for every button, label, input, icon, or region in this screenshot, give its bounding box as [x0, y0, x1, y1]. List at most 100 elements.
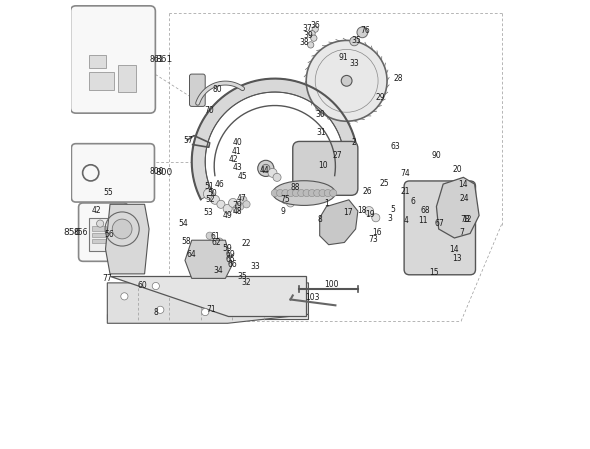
Text: 2: 2: [352, 138, 356, 147]
Text: 66: 66: [227, 260, 237, 269]
Text: 29: 29: [375, 93, 385, 102]
Text: 37: 37: [302, 24, 312, 33]
Polygon shape: [106, 204, 149, 274]
Text: 43: 43: [232, 163, 242, 172]
Text: 18: 18: [358, 206, 367, 215]
Circle shape: [221, 244, 228, 251]
Text: 73: 73: [368, 235, 378, 244]
Text: 20: 20: [453, 165, 462, 174]
Text: 44: 44: [260, 166, 270, 175]
Ellipse shape: [273, 181, 335, 206]
Text: 90: 90: [431, 151, 441, 160]
Circle shape: [357, 27, 368, 38]
Text: 58: 58: [182, 237, 191, 246]
Text: 88: 88: [291, 183, 300, 192]
Text: 861: 861: [149, 55, 164, 64]
Circle shape: [307, 42, 314, 48]
Circle shape: [217, 200, 225, 208]
Circle shape: [309, 189, 316, 197]
Text: 800: 800: [149, 167, 164, 176]
Text: 1: 1: [324, 199, 329, 208]
Circle shape: [112, 219, 132, 239]
Circle shape: [223, 204, 232, 213]
Circle shape: [262, 164, 270, 172]
Circle shape: [157, 306, 164, 313]
Text: 24: 24: [459, 194, 468, 203]
Text: 48: 48: [232, 207, 242, 216]
Text: 50: 50: [208, 189, 217, 198]
Text: 10: 10: [318, 161, 327, 170]
Text: 67: 67: [435, 219, 444, 228]
Circle shape: [432, 209, 463, 240]
Circle shape: [314, 189, 321, 197]
Text: 8: 8: [318, 215, 323, 224]
Circle shape: [293, 189, 300, 197]
Text: 54: 54: [179, 219, 189, 228]
FancyBboxPatch shape: [293, 141, 358, 195]
Circle shape: [306, 40, 387, 121]
Text: 78: 78: [460, 215, 470, 224]
Text: 40: 40: [233, 138, 243, 147]
Polygon shape: [185, 240, 232, 278]
FancyBboxPatch shape: [189, 74, 205, 106]
Circle shape: [243, 201, 250, 208]
Text: 25: 25: [380, 179, 389, 188]
Text: 59: 59: [223, 244, 232, 253]
Text: 61: 61: [210, 232, 220, 241]
Circle shape: [277, 189, 284, 197]
Bar: [89, 55, 106, 68]
Circle shape: [312, 26, 319, 32]
Text: 17: 17: [343, 208, 353, 217]
Circle shape: [442, 219, 453, 230]
Text: 3: 3: [388, 214, 392, 223]
Circle shape: [423, 200, 473, 249]
Circle shape: [298, 189, 305, 197]
Text: 13: 13: [452, 254, 461, 263]
Circle shape: [319, 189, 326, 197]
Text: 5: 5: [391, 205, 395, 214]
Text: 38: 38: [299, 38, 309, 47]
Text: 76: 76: [360, 26, 371, 35]
Text: 27: 27: [332, 151, 342, 160]
Text: 45: 45: [237, 172, 247, 180]
Text: 22: 22: [242, 239, 251, 248]
Polygon shape: [107, 314, 309, 319]
Text: 16: 16: [372, 228, 382, 237]
Text: 35: 35: [237, 272, 247, 281]
Text: 33: 33: [251, 262, 260, 271]
Text: 75: 75: [281, 195, 290, 204]
Text: 31: 31: [316, 128, 326, 136]
Text: 7: 7: [460, 228, 464, 237]
Circle shape: [303, 189, 310, 197]
Text: 64: 64: [187, 250, 196, 259]
Circle shape: [287, 189, 294, 197]
Text: 14: 14: [458, 180, 468, 189]
Text: 53: 53: [203, 208, 213, 217]
Circle shape: [372, 214, 380, 222]
FancyBboxPatch shape: [71, 144, 155, 202]
Text: 41: 41: [232, 147, 241, 156]
Circle shape: [233, 205, 240, 212]
Circle shape: [282, 189, 289, 197]
Polygon shape: [437, 177, 479, 238]
Bar: [92, 239, 106, 243]
Text: 12: 12: [462, 215, 471, 224]
Circle shape: [97, 220, 104, 227]
Bar: [92, 233, 106, 237]
Circle shape: [350, 37, 359, 46]
Text: 68: 68: [421, 206, 430, 215]
Text: 856: 856: [64, 228, 81, 237]
Text: 19: 19: [366, 210, 375, 219]
Text: 21: 21: [401, 187, 410, 196]
Text: 71: 71: [206, 305, 216, 314]
Circle shape: [202, 308, 209, 316]
Text: 63: 63: [390, 142, 400, 151]
Text: 14: 14: [450, 245, 459, 254]
Text: 800: 800: [156, 168, 173, 177]
Polygon shape: [192, 79, 357, 199]
Circle shape: [281, 193, 291, 204]
Text: 33: 33: [350, 59, 359, 68]
Text: 91: 91: [338, 53, 348, 62]
Text: 103: 103: [305, 293, 319, 302]
Circle shape: [204, 189, 214, 199]
